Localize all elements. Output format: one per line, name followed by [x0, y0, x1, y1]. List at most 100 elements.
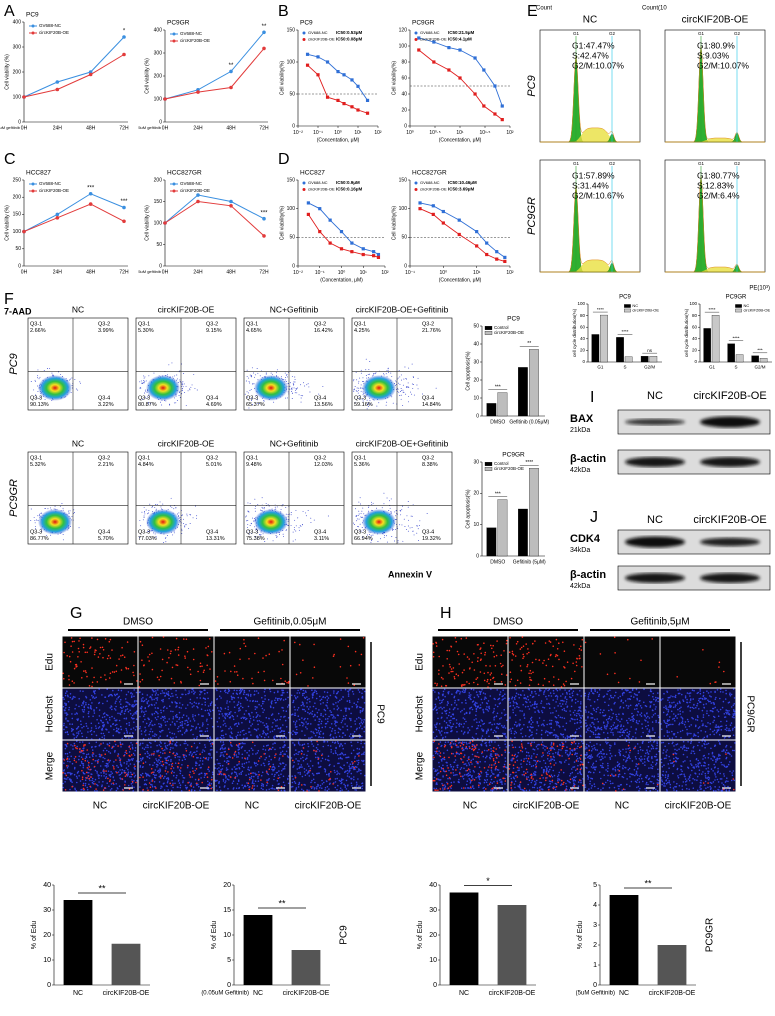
x-tick-label: Gefitinib (0.05μM): [509, 419, 549, 425]
fit-curve: [418, 37, 503, 107]
nuclei: [62, 688, 138, 740]
fit-outline: [540, 185, 640, 273]
y-axis-label: Cell viability (%): [144, 205, 150, 241]
cycle-stat: G2/M:6.4%: [697, 190, 740, 200]
quadrant-value: 3.99%: [98, 328, 114, 334]
quadrant-value: 5.01%: [206, 462, 222, 468]
point: [325, 60, 330, 64]
axis-note: 5uM gefitinib: [138, 125, 161, 130]
point: [473, 92, 477, 96]
point: [417, 48, 421, 52]
ic50-label: IC50:10.46μM: [448, 180, 477, 185]
fit-curve: [308, 202, 379, 255]
legend-label: Control: [494, 325, 509, 330]
quadrant-value: 2.21%: [98, 462, 114, 468]
y-tick-label: 15: [223, 907, 231, 914]
y-tick-label: 20: [692, 348, 698, 353]
significance: ***: [120, 199, 128, 205]
gate-label: G1: [573, 31, 580, 36]
y-axis-label: Cell apoptosis(%): [465, 489, 471, 529]
y-tick-label: 100: [577, 301, 585, 306]
quadrant-name: Q3-1: [30, 455, 42, 461]
series-line: [164, 200, 265, 237]
size-label: 21kDa: [570, 427, 590, 434]
chart-title: PC9GR: [167, 20, 190, 27]
x-tick-label: 24H: [193, 125, 203, 131]
point: [316, 73, 320, 77]
quadrant-name: Q3-4: [314, 395, 326, 401]
point: [88, 70, 93, 74]
y-tick-label: 80: [580, 313, 586, 318]
quadrant-value: 4.69%: [206, 402, 222, 408]
x-axis-label: (Concentation, μM): [439, 277, 482, 283]
density-cloud: [362, 375, 396, 401]
point: [305, 52, 310, 56]
point: [432, 40, 436, 44]
quadrant-value: 5.36%: [354, 462, 370, 468]
x-tick-label: 48H: [86, 125, 96, 131]
point: [350, 241, 354, 245]
point: [325, 95, 330, 99]
blot-band: [700, 573, 760, 583]
significance: ****: [732, 335, 739, 340]
edu-positive: [218, 741, 284, 791]
quadrant-name: Q3-1: [354, 321, 366, 327]
y-tick-label: 30: [43, 907, 51, 914]
significance: **: [278, 898, 286, 908]
y-tick-label: 1: [593, 962, 597, 969]
nuclei: [660, 740, 736, 792]
y-tick-label: 100: [689, 301, 697, 306]
y-tick-label: 80: [401, 59, 407, 65]
legend-label: circKIF20B-OE: [39, 188, 69, 193]
quadrant-value: 4.84%: [138, 462, 154, 468]
bar: [529, 349, 539, 417]
gate-label: G2: [609, 161, 616, 166]
x-tick-label: 10¹: [354, 130, 362, 136]
point: [122, 205, 126, 210]
cycle-stat: S:42.47%: [572, 50, 609, 60]
quadrant-value: 9.15%: [206, 328, 222, 334]
y-axis-label: cell cycle distribution(%): [572, 308, 577, 357]
column-label: circKIF20B-OE: [665, 801, 732, 812]
column-label: NC: [72, 304, 84, 314]
chart-title: HCC827GR: [412, 170, 447, 177]
y-axis-label: Cell viability(%): [279, 206, 285, 241]
quadrant-name: Q3-4: [98, 395, 110, 401]
column-label: NC: [245, 801, 259, 812]
x-tick-label: 10⁰: [334, 130, 342, 136]
point: [163, 221, 167, 225]
point: [262, 216, 266, 221]
legend-label: GV688-NC: [308, 30, 328, 35]
histogram-frame: [664, 29, 766, 143]
treatment-label: Gefitinib,0.05μM: [253, 617, 326, 628]
x-tick-label: NC: [459, 990, 469, 997]
nuclei: [214, 688, 290, 740]
quadrant-value: 66.94%: [354, 536, 373, 542]
legend-label: circKIF20B-OE: [420, 37, 447, 42]
bar: [759, 358, 768, 363]
x-tick-label: 10⁰: [440, 270, 448, 276]
point: [342, 102, 346, 106]
point: [318, 230, 322, 234]
gate-label: G1: [573, 161, 580, 166]
density-cloud: [362, 509, 396, 535]
point: [457, 232, 461, 237]
stain-label: Merge: [415, 751, 426, 780]
quadrant-value: 14.84%: [422, 402, 441, 408]
legend-marker: [31, 31, 35, 35]
x-tick-label: NC: [73, 990, 83, 997]
nuclei: [584, 740, 660, 792]
legend-marker: [414, 181, 418, 185]
y-tick-label: 40: [429, 882, 437, 889]
y-tick-label: 0: [404, 123, 407, 129]
y-axis-label: % of Edu: [211, 921, 218, 950]
legend-marker: [31, 189, 35, 193]
x-tick-label: 10⁻¹: [405, 270, 415, 276]
legend-label: circKIF20B-OE: [180, 38, 210, 43]
series-line: [164, 31, 265, 100]
point: [485, 241, 489, 245]
y-axis-label: cell cycle distribution(%): [684, 308, 689, 357]
y-axis-label: Cell viability(%): [279, 61, 285, 96]
point: [441, 209, 445, 214]
edu-positive: [62, 637, 138, 688]
